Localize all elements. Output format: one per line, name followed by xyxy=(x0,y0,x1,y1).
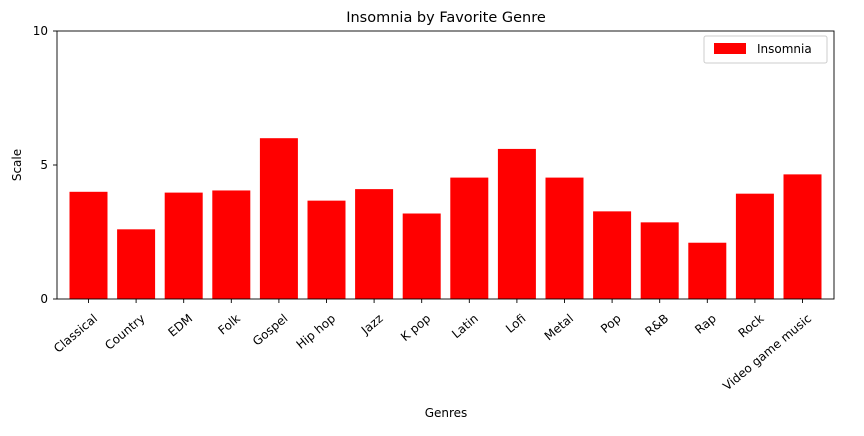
x-tick-label: Pop xyxy=(598,311,624,336)
x-axis: Classical Country EDM Folk Gospel Hip hop Jazz… xyxy=(51,299,814,393)
bar-country xyxy=(117,229,156,299)
legend-frame xyxy=(703,35,828,64)
x-tick-label: R&B xyxy=(642,311,671,338)
bar-edm xyxy=(164,192,203,299)
y-tick-label: 5 xyxy=(40,158,48,172)
legend-label: Insomnia xyxy=(757,42,812,56)
bar-classical xyxy=(69,191,108,299)
legend-swatch xyxy=(714,43,746,54)
y-tick-label: 0 xyxy=(40,292,48,306)
x-tick-label: Metal xyxy=(542,311,576,343)
x-axis-title: Genres xyxy=(425,406,468,420)
bar-gospel xyxy=(259,138,298,299)
x-tick-label: Jazz xyxy=(358,311,386,337)
bar-metal xyxy=(545,177,584,299)
x-tick-label: K pop xyxy=(398,311,433,344)
y-axis-title: Scale xyxy=(10,149,24,181)
x-tick-label: Rap xyxy=(692,311,719,337)
x-tick-label: Country xyxy=(102,311,148,352)
bar-lofi xyxy=(497,148,536,299)
x-tick-label: Video game music xyxy=(720,311,814,393)
y-axis: 0 5 10 xyxy=(33,24,57,306)
bar-jazz xyxy=(355,189,394,299)
bar-hip-hop xyxy=(307,200,346,299)
x-tick-label: Hip hop xyxy=(294,311,339,352)
x-tick-label: Rock xyxy=(736,311,767,340)
bar-r-b xyxy=(640,222,679,299)
x-tick-label: Classical xyxy=(51,311,100,355)
bar-k-pop xyxy=(402,213,441,299)
bar-pop xyxy=(593,211,632,299)
bar-rock xyxy=(735,193,774,299)
legend: Insomnia xyxy=(703,35,828,64)
bar-rap xyxy=(688,242,727,299)
x-tick-label: EDM xyxy=(165,311,195,339)
x-tick-label: Folk xyxy=(215,311,242,337)
bar-folk xyxy=(212,190,251,299)
x-tick-label: Lofi xyxy=(503,311,528,335)
x-tick-label: Gospel xyxy=(250,311,291,348)
bar-video-game-music xyxy=(783,174,822,299)
bars-group xyxy=(69,138,822,299)
bar-latin xyxy=(450,177,489,299)
y-tick-label: 10 xyxy=(33,24,48,38)
x-tick-label: Latin xyxy=(449,311,481,341)
chart-title: Insomnia by Favorite Genre xyxy=(346,10,546,26)
